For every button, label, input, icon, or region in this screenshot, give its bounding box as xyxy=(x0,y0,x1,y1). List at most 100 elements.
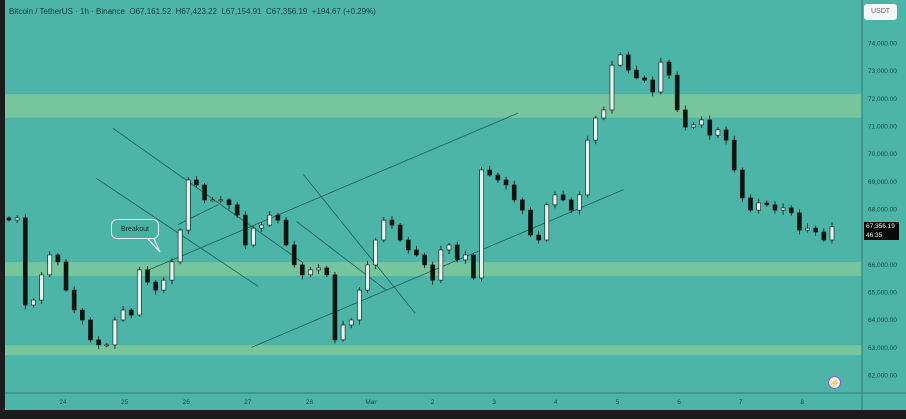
candle-body xyxy=(185,179,191,231)
candle xyxy=(740,167,745,202)
candle-body xyxy=(210,199,216,202)
candle xyxy=(463,250,468,264)
candle xyxy=(536,230,541,244)
breakout-callout[interactable]: Breakout xyxy=(111,219,159,239)
candle xyxy=(699,116,704,129)
candle-body xyxy=(389,219,395,226)
candle xyxy=(625,51,631,74)
candle-body xyxy=(813,227,819,233)
candle xyxy=(731,135,737,173)
price-change: +194.67 (+0.29%) xyxy=(311,7,376,16)
candle-body xyxy=(381,219,387,241)
trendline xyxy=(296,221,387,291)
candle-body xyxy=(731,139,737,171)
candle xyxy=(80,308,85,325)
trendline xyxy=(112,127,304,264)
candle-body xyxy=(544,204,550,241)
candle-body xyxy=(577,194,582,211)
time-tick-label: 25 xyxy=(121,399,129,406)
candle-body xyxy=(251,227,256,246)
candle xyxy=(585,135,590,198)
lightning-icon[interactable]: ⚡ xyxy=(828,376,841,389)
candle xyxy=(55,253,61,266)
candle-body xyxy=(234,204,240,216)
chart-background xyxy=(5,0,906,410)
candle-body xyxy=(511,184,517,201)
candle-body xyxy=(275,214,281,221)
candle xyxy=(137,267,142,317)
candle-body xyxy=(740,169,745,199)
candle-body xyxy=(169,261,175,281)
candle-body xyxy=(454,244,460,261)
candle-body xyxy=(756,202,761,211)
candle xyxy=(772,201,778,214)
candle-body xyxy=(202,184,207,201)
candle-body xyxy=(674,74,680,111)
candle xyxy=(471,252,476,280)
candle-body xyxy=(829,226,835,241)
candle xyxy=(120,306,126,322)
candle xyxy=(617,52,623,67)
candle-body xyxy=(120,309,126,321)
candle xyxy=(210,196,216,202)
candle xyxy=(267,211,273,227)
candle-body xyxy=(560,194,566,201)
candle xyxy=(780,203,786,215)
bottom-frame xyxy=(0,410,906,419)
candle xyxy=(666,59,672,80)
candle xyxy=(520,197,525,215)
candle xyxy=(544,202,550,242)
candle xyxy=(39,272,44,304)
candle xyxy=(365,260,370,293)
candle xyxy=(226,197,232,210)
candle xyxy=(650,76,656,97)
candle xyxy=(251,226,256,248)
candle xyxy=(373,237,378,270)
candle xyxy=(577,191,582,215)
support-resistance-zone xyxy=(5,345,862,356)
candle xyxy=(723,126,729,145)
candle-body xyxy=(80,309,85,321)
currency-button[interactable]: USDT xyxy=(864,4,897,20)
price-tick-label: 72,000.00 xyxy=(868,96,897,103)
time-tick-label: 5 xyxy=(616,399,620,406)
candle xyxy=(153,280,158,295)
candle xyxy=(283,217,289,247)
callout-tail xyxy=(147,238,161,253)
candle-body xyxy=(463,254,468,261)
candle-body xyxy=(601,109,607,119)
candle-body xyxy=(438,249,444,281)
candle xyxy=(145,266,150,286)
candle-body xyxy=(642,77,647,81)
candle-body xyxy=(422,254,427,266)
trendline xyxy=(251,189,624,348)
candle xyxy=(479,166,484,282)
trendline xyxy=(302,174,416,314)
price-tick-label: 70,000.00 xyxy=(868,151,897,158)
candle-body xyxy=(39,274,44,301)
candle-body xyxy=(780,207,786,211)
candle xyxy=(707,115,713,140)
candle xyxy=(552,191,558,209)
candle-body xyxy=(805,227,810,231)
candle-body xyxy=(267,214,273,226)
ohlc-close: C67,356.19 xyxy=(265,7,308,16)
time-tick-label: 7 xyxy=(739,399,743,406)
candle-body xyxy=(650,79,656,93)
candle xyxy=(112,317,118,349)
candle-body xyxy=(153,281,158,291)
candle-body xyxy=(788,207,794,214)
candle-body xyxy=(283,219,289,246)
candle-body xyxy=(748,197,753,211)
candle-body xyxy=(446,244,452,251)
candle-body xyxy=(161,279,167,291)
candle xyxy=(6,216,12,222)
price-tick-label: 64,000.00 xyxy=(868,317,897,324)
time-tick-label: 6 xyxy=(677,399,681,406)
time-tick-label: 3 xyxy=(492,399,496,406)
candle xyxy=(683,105,688,131)
time-tick-label: Mar xyxy=(365,399,377,406)
candle xyxy=(88,317,93,343)
candle-body xyxy=(47,254,53,276)
